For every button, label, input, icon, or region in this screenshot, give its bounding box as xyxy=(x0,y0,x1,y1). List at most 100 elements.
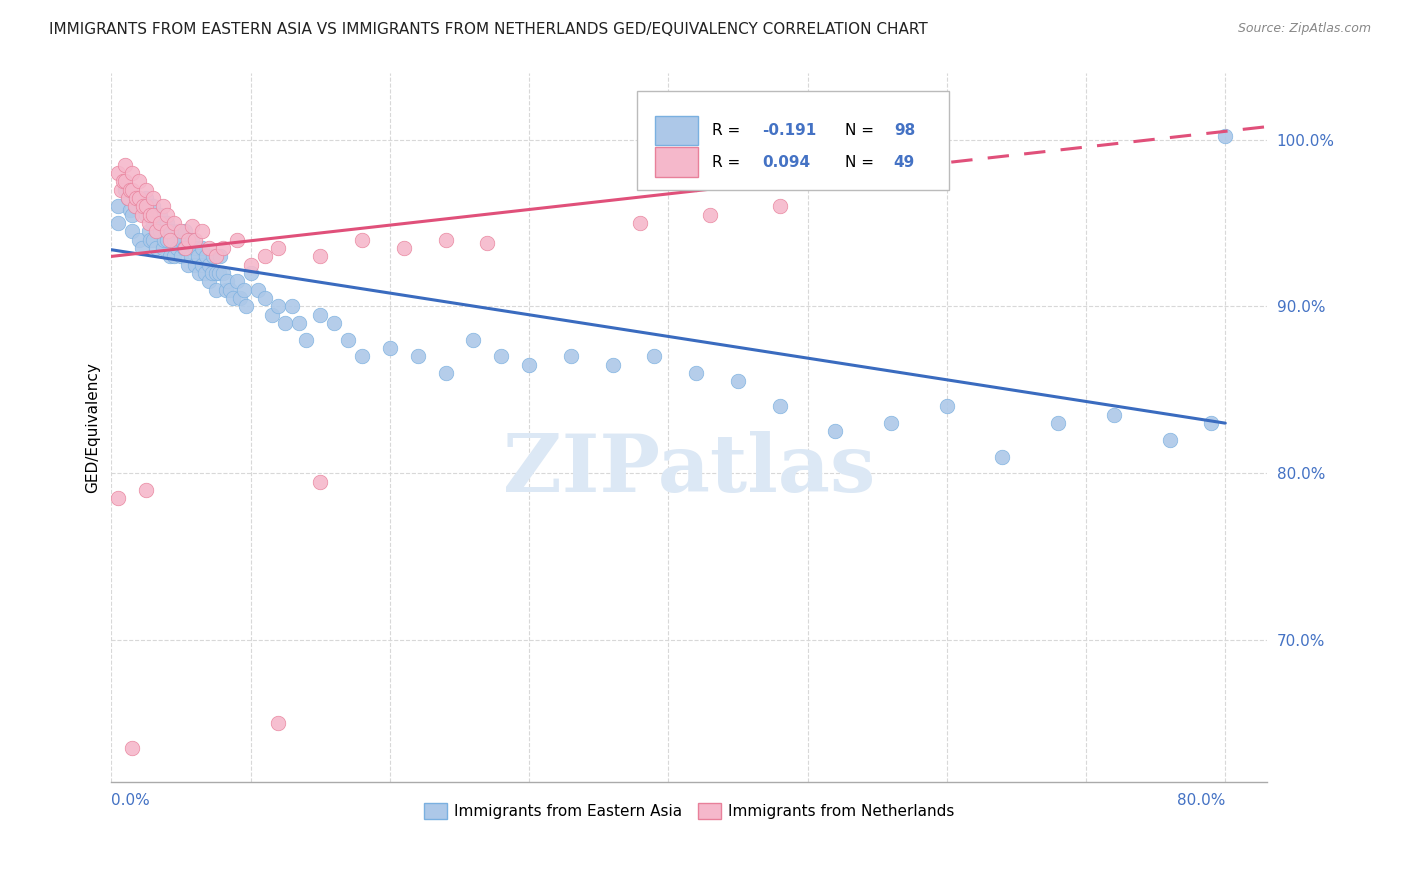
Point xyxy=(1201,416,1223,430)
Point xyxy=(128,233,150,247)
Point xyxy=(117,191,139,205)
Point xyxy=(138,216,160,230)
Point xyxy=(180,249,202,263)
Text: 0.0%: 0.0% xyxy=(111,793,150,808)
Point xyxy=(110,183,132,197)
Point xyxy=(177,258,200,272)
Point xyxy=(378,341,401,355)
Point xyxy=(177,241,200,255)
Point xyxy=(138,224,160,238)
Point xyxy=(699,208,721,222)
Point xyxy=(118,183,141,197)
Point xyxy=(208,249,231,263)
Point xyxy=(184,233,207,247)
Point xyxy=(246,283,269,297)
Point xyxy=(163,249,186,263)
Point xyxy=(211,241,233,255)
Point xyxy=(139,233,162,247)
Legend: Immigrants from Eastern Asia, Immigrants from Netherlands: Immigrants from Eastern Asia, Immigrants… xyxy=(418,797,960,825)
Point xyxy=(160,224,183,238)
Point xyxy=(267,300,290,314)
Point xyxy=(214,283,236,297)
Point xyxy=(121,224,143,238)
Point xyxy=(156,224,179,238)
Point xyxy=(201,266,224,280)
Point xyxy=(350,350,373,364)
Point xyxy=(309,249,332,263)
Point xyxy=(145,224,167,238)
Point xyxy=(184,258,207,272)
Point xyxy=(174,241,197,255)
Point xyxy=(114,158,136,172)
Point xyxy=(107,166,129,180)
Point xyxy=(935,400,957,414)
Point xyxy=(128,174,150,188)
Point xyxy=(181,219,204,234)
Point xyxy=(170,249,193,263)
Point xyxy=(824,425,846,439)
Text: IMMIGRANTS FROM EASTERN ASIA VS IMMIGRANTS FROM NETHERLANDS GED/EQUIVALENCY CORR: IMMIGRANTS FROM EASTERN ASIA VS IMMIGRAN… xyxy=(49,22,928,37)
Point xyxy=(239,266,262,280)
Text: 0.094: 0.094 xyxy=(762,154,810,169)
Point xyxy=(153,233,176,247)
Point xyxy=(107,216,129,230)
Point xyxy=(156,216,179,230)
Point xyxy=(218,283,240,297)
Point xyxy=(156,208,179,222)
Point xyxy=(207,266,229,280)
Point xyxy=(139,208,162,222)
Point xyxy=(194,266,217,280)
Point xyxy=(215,274,238,288)
Point xyxy=(198,274,221,288)
Point xyxy=(131,241,153,255)
Point xyxy=(142,208,165,222)
Point xyxy=(121,183,143,197)
Point xyxy=(295,333,318,347)
Text: -0.191: -0.191 xyxy=(762,123,817,138)
Point xyxy=(188,266,211,280)
Point xyxy=(630,216,652,230)
Point xyxy=(184,241,207,255)
Point xyxy=(225,233,247,247)
Point xyxy=(142,191,165,205)
Point xyxy=(117,191,139,205)
Point xyxy=(146,224,169,238)
Point xyxy=(125,191,148,205)
Point xyxy=(135,183,157,197)
Point xyxy=(1047,416,1070,430)
Y-axis label: GED/Equivalency: GED/Equivalency xyxy=(86,362,100,492)
Point xyxy=(135,191,157,205)
Point xyxy=(477,235,499,250)
Point xyxy=(128,191,150,205)
Point xyxy=(232,283,254,297)
Point xyxy=(121,166,143,180)
Point xyxy=(125,199,148,213)
Text: R =: R = xyxy=(713,154,745,169)
Point xyxy=(602,358,624,372)
Point xyxy=(309,475,332,489)
Point xyxy=(225,274,247,288)
Point xyxy=(491,350,513,364)
Point xyxy=(260,308,283,322)
Text: Source: ZipAtlas.com: Source: ZipAtlas.com xyxy=(1237,22,1371,36)
Point xyxy=(1159,433,1181,447)
FancyBboxPatch shape xyxy=(637,91,949,190)
Point xyxy=(274,316,297,330)
Point xyxy=(131,208,153,222)
Point xyxy=(350,233,373,247)
Point xyxy=(118,202,141,217)
Point xyxy=(181,233,204,247)
Point xyxy=(145,241,167,255)
Point xyxy=(135,483,157,497)
Point xyxy=(142,216,165,230)
Point xyxy=(152,241,174,255)
Point xyxy=(463,333,485,347)
Point xyxy=(221,291,243,305)
Point xyxy=(406,350,429,364)
Point xyxy=(107,491,129,506)
Point xyxy=(228,291,250,305)
Text: 98: 98 xyxy=(894,123,915,138)
Point xyxy=(769,400,792,414)
Point xyxy=(170,233,193,247)
Point xyxy=(253,249,276,263)
